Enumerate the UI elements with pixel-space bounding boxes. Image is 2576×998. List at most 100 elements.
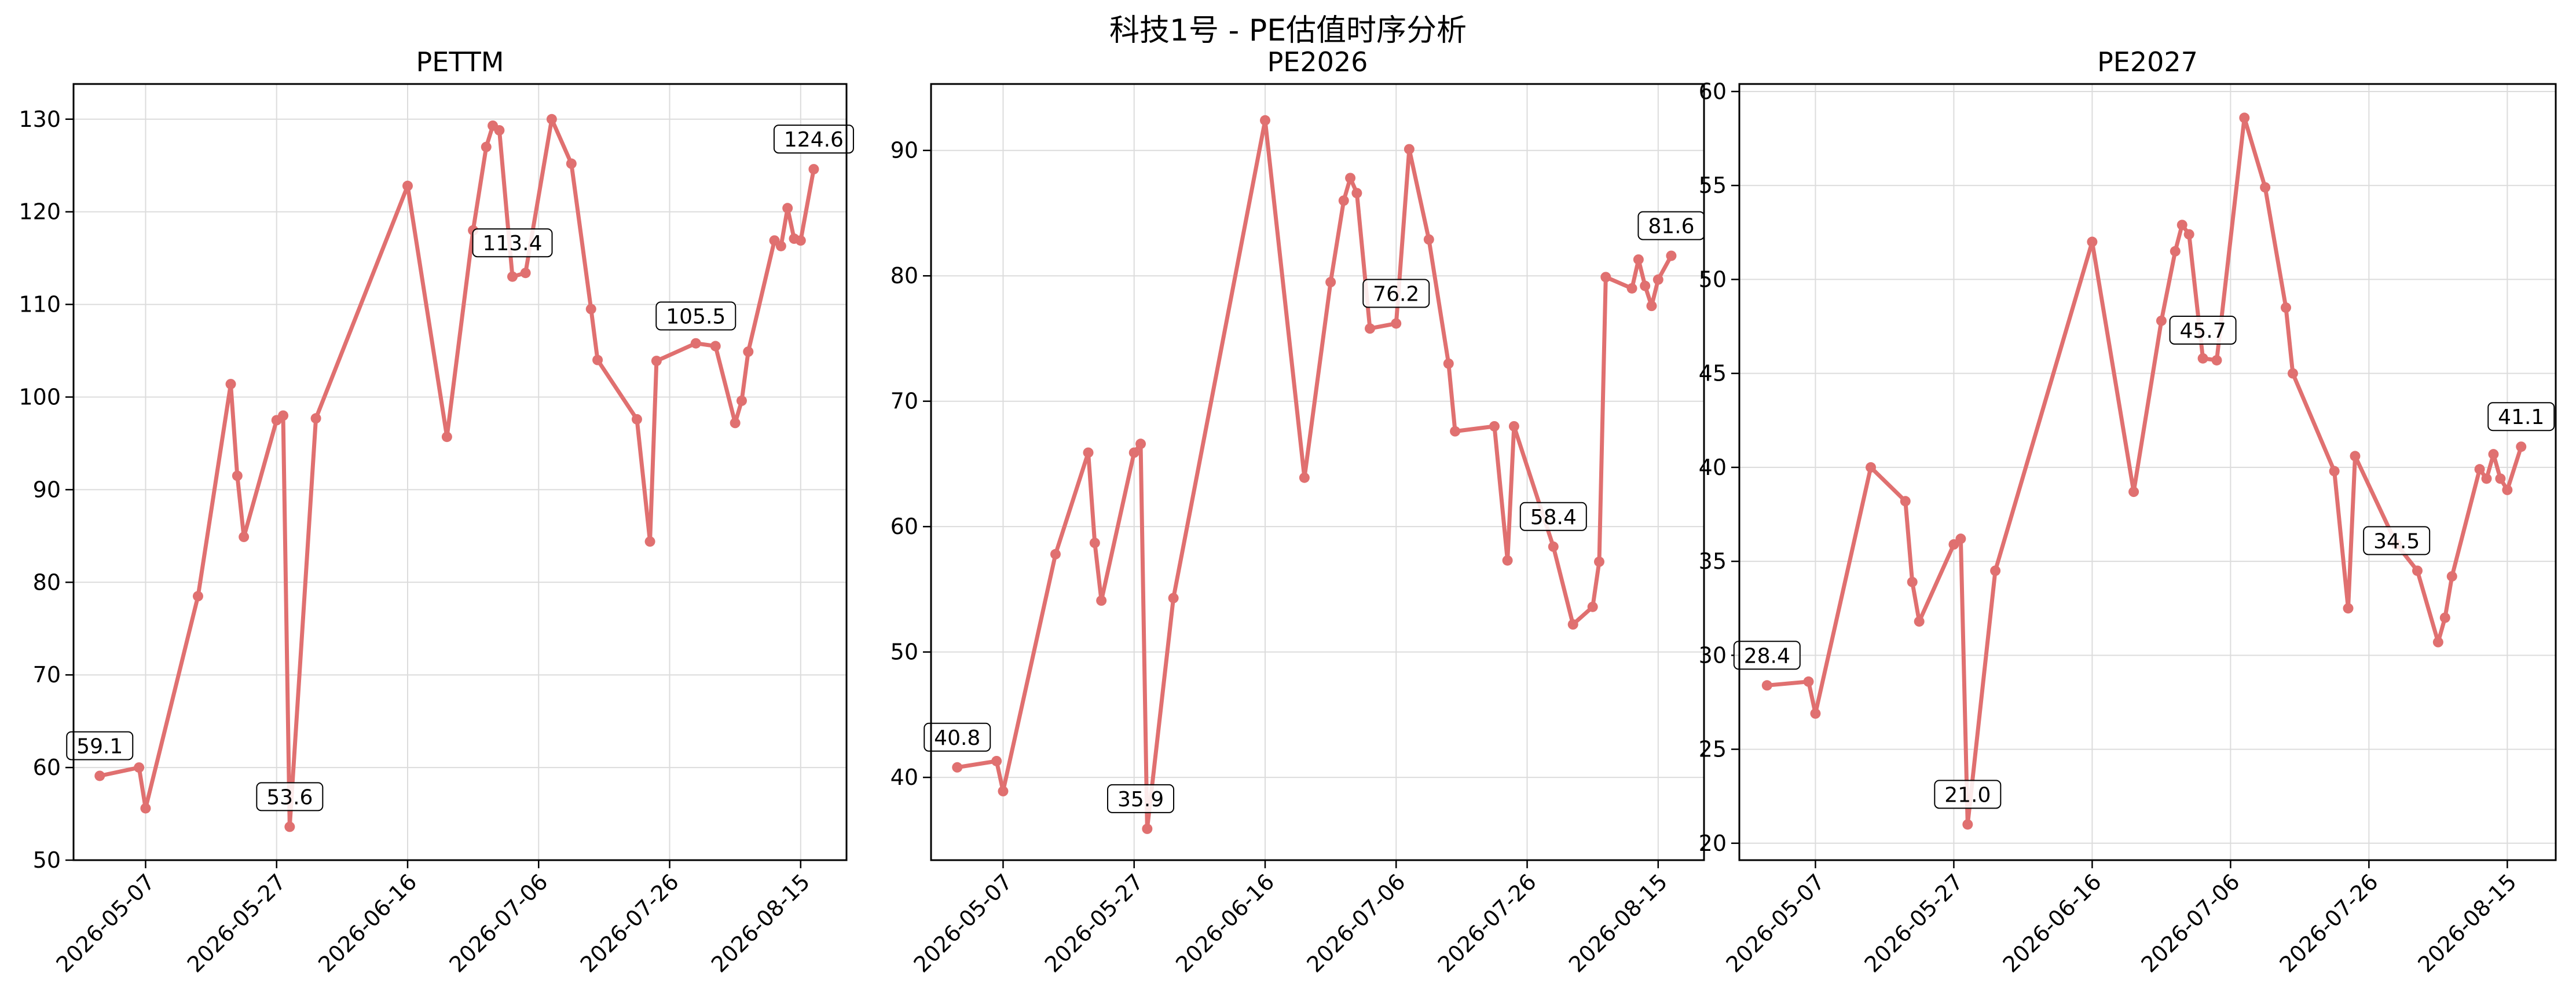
data-point [1338,195,1349,206]
data-point [1489,421,1500,432]
y-tick-label: 30 [1699,642,1727,668]
data-point [1810,708,1821,719]
x-tick-label: 2026-06-16 [313,869,422,977]
data-point [631,414,642,425]
data-point [690,338,701,349]
data-point [520,268,531,279]
annotation-box [66,731,134,761]
y-tick-label: 120 [19,199,61,225]
y-tick-label: 110 [19,292,61,317]
annotation-box [2487,402,2555,432]
data-point [1096,595,1107,606]
data-point [94,770,105,781]
chart-title: PE2027 [2097,46,2198,78]
y-tick-label: 40 [1699,455,1727,480]
data-point [1351,188,1362,199]
annotation-label: 81.6 [1648,215,1694,239]
annotation-label: 21.0 [1944,783,1991,807]
data-point [2087,236,2098,247]
annotation-label: 58.4 [1530,506,1577,529]
annotation-box [924,722,991,752]
data-point [1955,533,1966,544]
annotation-label: 40.8 [934,726,980,750]
y-tick-label: 20 [1699,831,1727,856]
annotation-label: 35.9 [1117,788,1164,811]
data-point [1587,601,1598,612]
data-point [2197,353,2208,364]
chart-panel-pettm: 50 60 70 80 90 100 110 120 130 2026-05-07 2026-05-… [19,46,854,978]
data-point [2260,182,2271,193]
data-point [566,158,577,169]
x-tick-label: 2026-07-26 [2274,869,2383,977]
data-point [1135,438,1146,449]
data-point [192,591,203,602]
data-point [1907,576,1918,587]
annotation-label: 76.2 [1373,282,1419,306]
data-point [2350,451,2361,462]
y-tick-label: 50 [33,847,61,873]
chart-panel-pe2027: 20 25 30 35 40 45 50 55 60 2026-05-07 2026-05-27 20… [1699,46,2557,978]
data-point [1089,538,1100,549]
data-point [1646,301,1657,312]
y-tick-label: 70 [891,389,918,414]
data-point [140,803,151,814]
data-point [730,418,741,429]
x-tick-label: 2026-08-15 [2413,869,2521,977]
data-point [278,410,289,421]
y-tick-label: 45 [1699,361,1727,386]
data-point [1299,472,1310,483]
annotation-box [256,782,324,811]
data-point [1443,358,1454,369]
x-tick-label: 2026-06-16 [1998,869,2106,977]
data-point [1050,549,1061,560]
annotation-label: 59.1 [76,734,123,758]
data-point [710,341,721,352]
annotation-box [2363,526,2431,555]
data-point [2211,354,2222,365]
chart-title: PETTM [416,46,504,78]
data-point [1633,254,1644,265]
data-point [2502,484,2513,495]
data-point [507,271,518,282]
annotation-label: 105.5 [666,305,725,329]
data-point [1391,318,1402,329]
x-tick-label: 2026-05-07 [909,869,1017,977]
annotation-label: 34.5 [2373,529,2420,553]
data-point [2412,565,2423,576]
data-point [592,354,603,365]
x-tick-label: 2026-05-27 [1860,869,1968,977]
data-point [782,203,793,214]
data-point [1083,447,1094,458]
y-tick-label: 90 [891,138,918,163]
data-point [1803,676,1814,687]
data-point [1365,323,1376,334]
x-tick-label: 2026-07-26 [1433,869,1541,977]
data-point [743,346,754,357]
y-tick-label: 100 [19,384,61,410]
data-point [1325,277,1336,288]
plot-frame [72,83,848,861]
annotation-box [472,228,553,258]
data-point [1914,616,1925,627]
data-point [2495,473,2506,484]
x-tick-label: 2026-07-26 [576,869,684,977]
data-point [2170,246,2181,257]
annotation-box [773,125,854,154]
data-point [1142,823,1153,834]
data-point [1962,819,1973,830]
data-point [1600,272,1611,283]
data-point [1259,115,1270,126]
annotation-label: 45.7 [2180,319,2226,343]
data-point [1761,680,1772,691]
x-tick-label: 2026-07-06 [2136,869,2244,977]
y-tick-label: 130 [19,107,61,132]
data-point [1128,447,1139,458]
data-point [494,125,505,136]
data-point [1866,462,1877,473]
data-point [2446,571,2457,582]
data-point [1626,283,1637,294]
data-point [651,356,662,367]
data-point [546,114,557,125]
data-point [1502,555,1513,566]
